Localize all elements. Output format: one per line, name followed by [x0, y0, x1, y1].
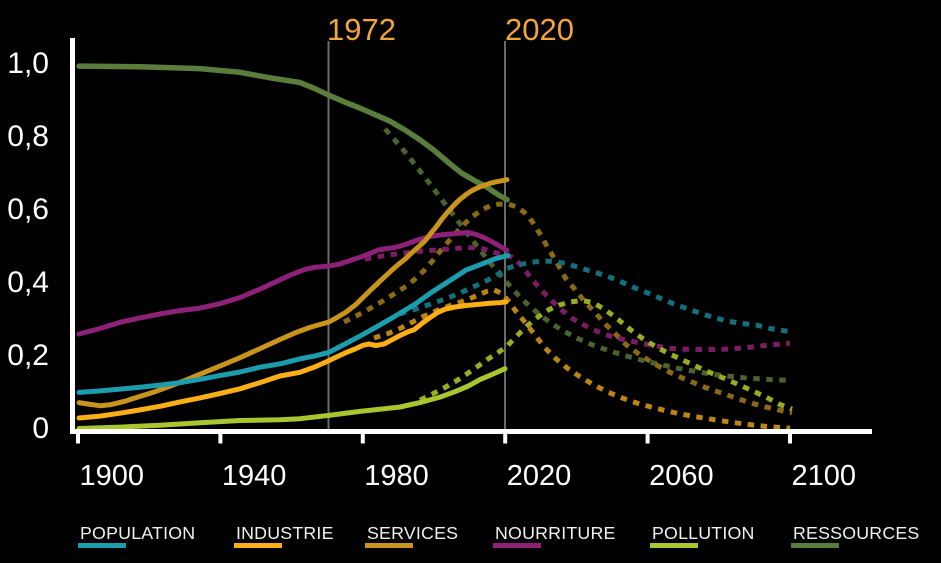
svg-text:POLLUTION: POLLUTION	[652, 523, 755, 543]
svg-text:POPULATION: POPULATION	[80, 523, 195, 543]
svg-text:1,0: 1,0	[7, 47, 49, 80]
svg-text:0,8: 0,8	[7, 120, 49, 153]
svg-text:0,2: 0,2	[7, 339, 49, 372]
svg-text:RESSOURCES: RESSOURCES	[793, 523, 920, 543]
svg-text:1980: 1980	[364, 460, 429, 492]
svg-text:2020: 2020	[507, 460, 572, 492]
svg-text:NOURRITURE: NOURRITURE	[495, 523, 616, 543]
svg-text:SERVICES: SERVICES	[367, 523, 458, 543]
svg-text:0,6: 0,6	[7, 193, 49, 226]
svg-text:0: 0	[32, 412, 49, 445]
svg-text:2100: 2100	[792, 460, 857, 492]
svg-text:2060: 2060	[649, 460, 714, 492]
svg-text:2020: 2020	[505, 12, 574, 47]
svg-text:1972: 1972	[327, 12, 396, 47]
svg-text:1900: 1900	[80, 460, 145, 492]
svg-text:0,4: 0,4	[7, 266, 49, 299]
svg-text:INDUSTRIE: INDUSTRIE	[236, 523, 334, 543]
svg-text:1940: 1940	[222, 460, 287, 492]
